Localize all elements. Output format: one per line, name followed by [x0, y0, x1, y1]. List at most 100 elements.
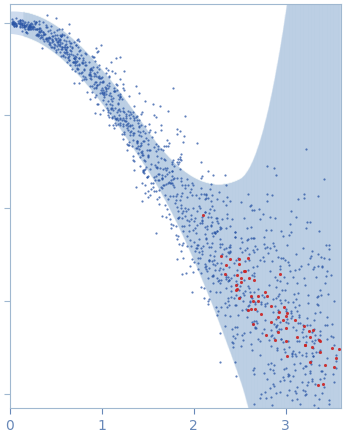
Point [117, 54, 122, 61]
Point [23, 28, 29, 35]
Point [315, 382, 321, 388]
Point [218, 260, 224, 267]
Point [126, 139, 131, 146]
Point [209, 273, 215, 280]
Point [180, 228, 185, 235]
Point [57, 41, 62, 48]
Point [211, 253, 217, 260]
Point [257, 351, 263, 358]
Point [33, 19, 38, 26]
Point [30, 25, 35, 32]
Point [288, 309, 294, 316]
Point [28, 23, 33, 30]
Point [124, 141, 130, 148]
Point [178, 157, 183, 164]
Point [245, 225, 250, 232]
Point [12, 19, 18, 26]
Point [187, 189, 193, 196]
Point [227, 312, 232, 319]
Point [207, 251, 213, 258]
Point [322, 322, 327, 329]
Point [217, 243, 223, 250]
Point [309, 247, 314, 254]
Point [205, 301, 211, 308]
Point [169, 172, 175, 179]
Point [274, 323, 279, 329]
Point [245, 303, 250, 310]
Point [169, 180, 174, 187]
Point [313, 380, 318, 387]
Point [114, 114, 120, 121]
Point [277, 290, 282, 297]
Point [73, 58, 79, 65]
Point [179, 189, 184, 196]
Point [68, 51, 74, 58]
Point [305, 300, 310, 307]
Point [237, 294, 243, 301]
Point [273, 247, 278, 254]
Point [315, 336, 321, 343]
Point [10, 19, 16, 26]
Point [199, 219, 204, 226]
Point [303, 339, 308, 346]
Point [290, 274, 296, 281]
Point [111, 88, 117, 95]
Point [239, 239, 245, 246]
Point [243, 305, 248, 312]
Point [233, 281, 239, 288]
Point [281, 274, 286, 281]
Point [130, 129, 136, 136]
Point [226, 263, 231, 270]
Point [303, 363, 308, 370]
Point [148, 127, 153, 134]
Point [303, 350, 308, 357]
Point [48, 40, 53, 47]
Point [179, 210, 185, 217]
Point [163, 181, 168, 188]
Point [20, 18, 26, 25]
Point [179, 222, 185, 229]
Point [140, 147, 145, 154]
Point [300, 364, 306, 371]
Point [248, 305, 254, 312]
Point [190, 205, 196, 212]
Point [291, 360, 296, 367]
Point [215, 219, 221, 226]
Point [155, 165, 160, 172]
Point [215, 308, 221, 315]
Point [220, 198, 225, 205]
Point [87, 82, 93, 89]
Point [252, 270, 257, 277]
Point [139, 152, 145, 159]
Point [227, 222, 233, 229]
Point [274, 284, 279, 291]
Point [63, 49, 69, 55]
Point [278, 254, 284, 261]
Point [178, 151, 184, 158]
Point [174, 174, 179, 181]
Point [26, 23, 32, 30]
Point [286, 372, 291, 379]
Point [331, 371, 336, 378]
Point [187, 236, 193, 243]
Point [296, 428, 302, 435]
Point [138, 149, 144, 156]
Point [167, 180, 173, 187]
Point [212, 229, 218, 236]
Point [176, 241, 181, 248]
Point [316, 349, 322, 356]
Point [296, 311, 302, 318]
Point [225, 298, 230, 305]
Point [179, 247, 184, 254]
Point [257, 338, 263, 345]
Point [98, 79, 103, 86]
Point [107, 109, 113, 116]
Point [145, 137, 150, 144]
Point [79, 59, 84, 66]
Point [122, 118, 127, 125]
Point [131, 108, 136, 115]
Point [254, 319, 259, 326]
Point [218, 277, 223, 284]
Point [30, 23, 36, 30]
Point [319, 367, 325, 374]
